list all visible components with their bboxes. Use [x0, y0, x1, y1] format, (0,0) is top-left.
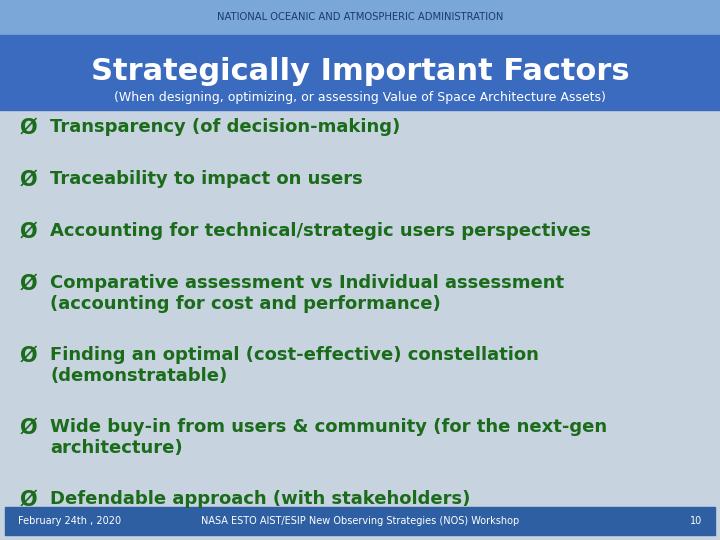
Text: Defendable approach (with stakeholders): Defendable approach (with stakeholders) — [50, 490, 470, 508]
Text: Ø: Ø — [19, 346, 37, 366]
Text: (When designing, optimizing, or assessing Value of Space Architecture Assets): (When designing, optimizing, or assessin… — [114, 91, 606, 104]
Text: Wide buy-in from users & community (for the next-gen
architecture): Wide buy-in from users & community (for … — [50, 418, 607, 457]
Text: NASA ESTO AIST/ESIP New Observing Strategies (NOS) Workshop: NASA ESTO AIST/ESIP New Observing Strate… — [201, 516, 519, 526]
Text: 10: 10 — [690, 516, 702, 526]
Text: Ø: Ø — [19, 490, 37, 510]
Bar — [0, 0, 720, 35]
Bar — [0, 35, 720, 110]
Bar — [5, 507, 715, 535]
Text: Finding an optimal (cost-effective) constellation
(demonstratable): Finding an optimal (cost-effective) cons… — [50, 346, 539, 385]
Text: Ø: Ø — [19, 418, 37, 438]
Text: Ø: Ø — [19, 170, 37, 190]
Text: Ø: Ø — [19, 222, 37, 242]
Text: Ø: Ø — [19, 118, 37, 138]
Text: Comparative assessment vs Individual assessment
(accounting for cost and perform: Comparative assessment vs Individual ass… — [50, 274, 564, 313]
Text: Ø: Ø — [19, 274, 37, 294]
Text: Traceability to impact on users: Traceability to impact on users — [50, 170, 363, 188]
Text: Transparency (of decision-making): Transparency (of decision-making) — [50, 118, 400, 136]
Text: February 24th , 2020: February 24th , 2020 — [18, 516, 121, 526]
Text: NATIONAL OCEANIC AND ATMOSPHERIC ADMINISTRATION: NATIONAL OCEANIC AND ATMOSPHERIC ADMINIS… — [217, 12, 503, 22]
Text: Accounting for technical/strategic users perspectives: Accounting for technical/strategic users… — [50, 222, 591, 240]
Text: Strategically Important Factors: Strategically Important Factors — [91, 57, 629, 86]
